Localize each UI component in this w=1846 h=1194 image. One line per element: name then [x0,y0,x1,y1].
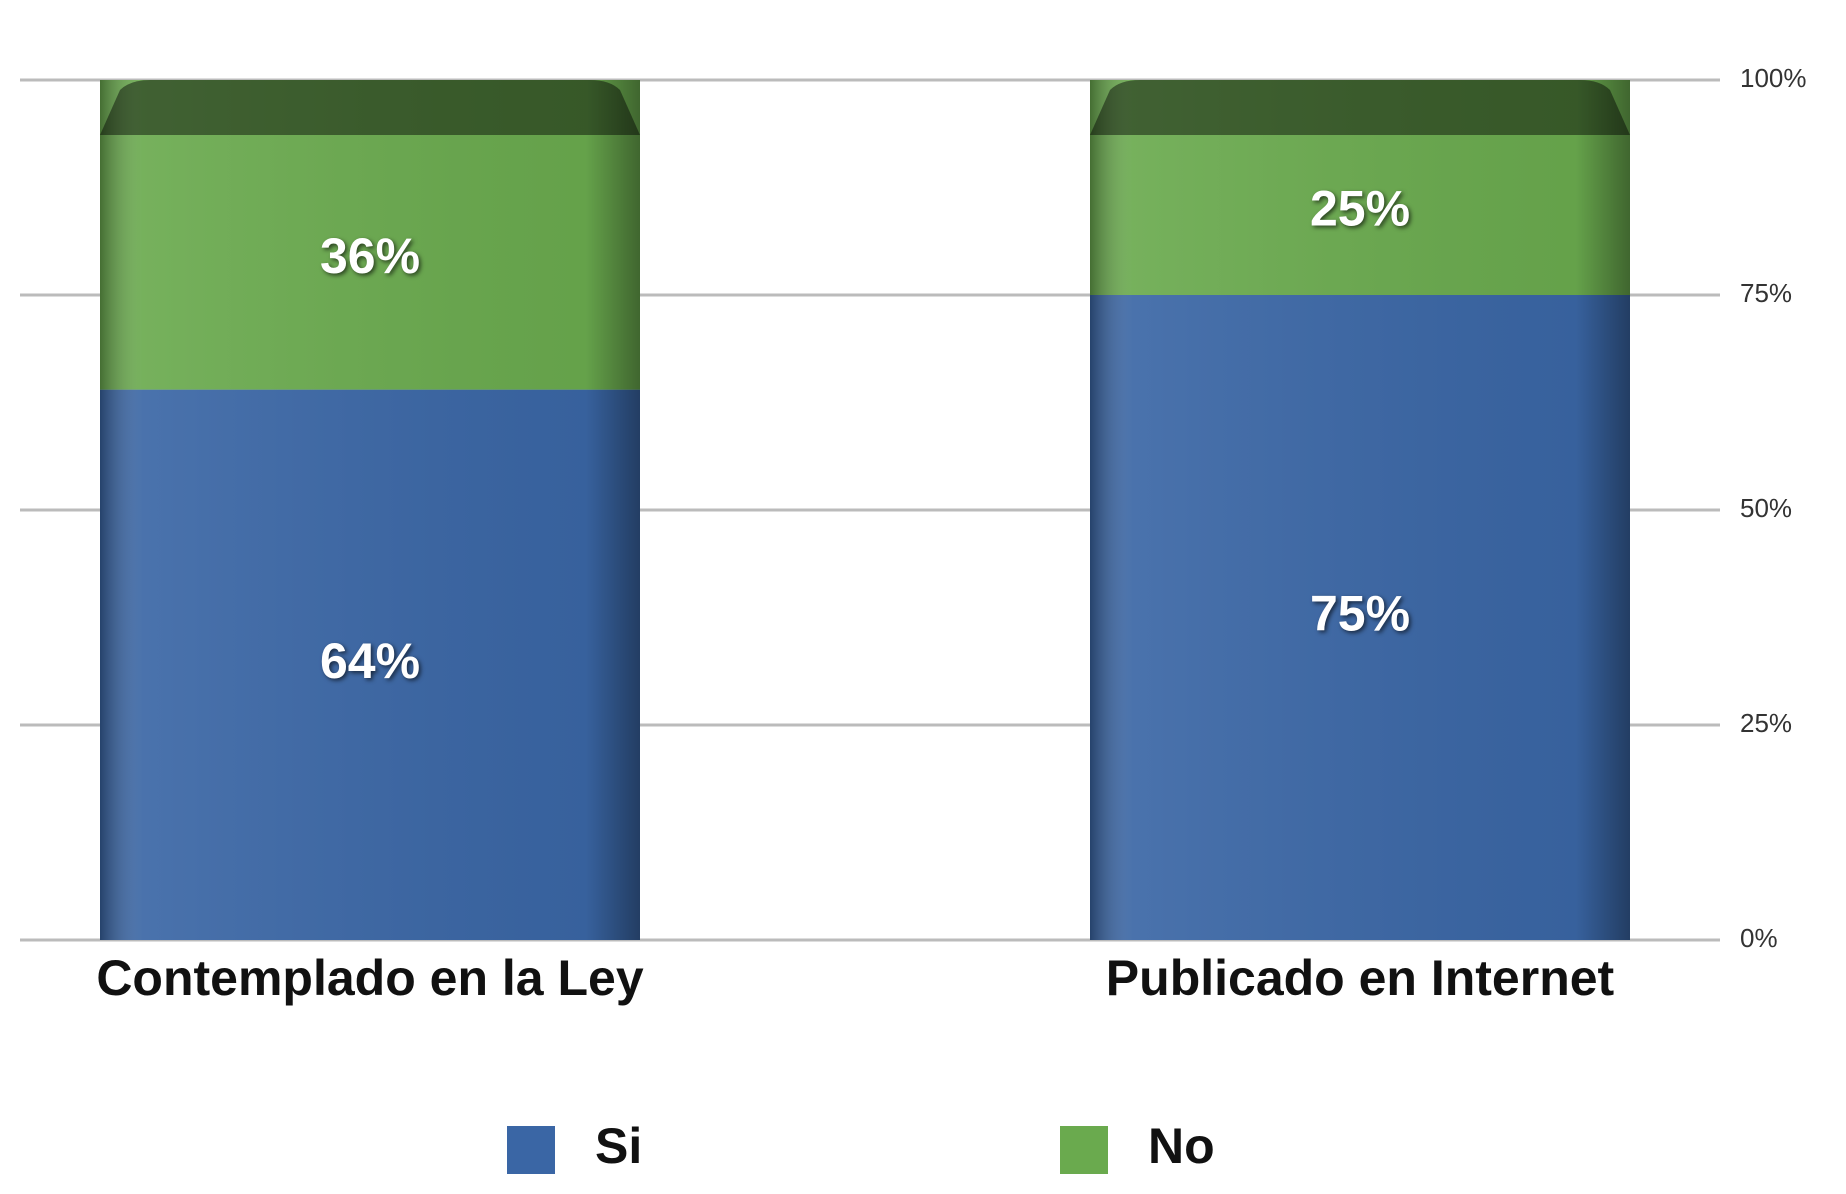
legend-label: No [1148,1118,1215,1174]
legend-label: Si [595,1118,642,1174]
y-tick-label: 25% [1740,708,1792,738]
value-label: 25% [1310,181,1410,237]
bar-cap [1090,80,1630,135]
y-tick-label: 50% [1740,493,1792,523]
value-label: 64% [320,633,420,689]
legend-swatch [507,1126,555,1174]
bar-shading [100,80,640,390]
y-tick-label: 100% [1740,63,1807,93]
bar-shading [100,389,640,941]
x-tick-label: Contemplado en la Ley [96,950,644,1006]
legend-swatch [1060,1126,1108,1174]
value-label: 75% [1310,586,1410,642]
y-tick-label: 0% [1740,923,1778,953]
bars [100,80,1630,941]
bar-cap [100,80,640,135]
bar-shading [1090,80,1630,295]
y-tick-label: 75% [1740,278,1792,308]
value-label: 36% [320,228,420,284]
x-tick-label: Publicado en Internet [1106,950,1615,1006]
bar-shading [1090,295,1630,940]
labels: 0% 25% 50% 75% 100% 64% 36% Contemplado en la L… [96,63,1806,1174]
